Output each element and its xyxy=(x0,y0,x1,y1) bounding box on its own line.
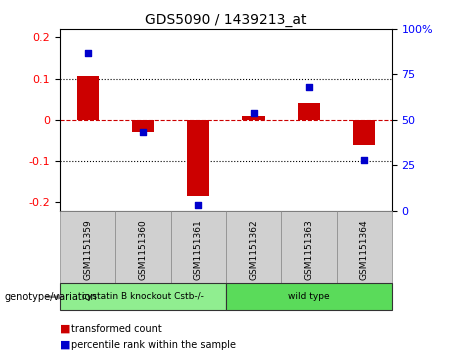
Bar xyxy=(353,120,375,144)
Text: GSM1151361: GSM1151361 xyxy=(194,219,203,280)
Text: ■: ■ xyxy=(60,340,71,350)
Text: GSM1151362: GSM1151362 xyxy=(249,219,258,280)
Text: cystatin B knockout Cstb-/-: cystatin B knockout Cstb-/- xyxy=(82,292,204,301)
Text: GSM1151364: GSM1151364 xyxy=(360,219,369,280)
Point xyxy=(250,110,257,115)
Point xyxy=(361,157,368,163)
Bar xyxy=(242,116,265,120)
Point xyxy=(305,84,313,90)
Text: GSM1151360: GSM1151360 xyxy=(138,219,148,280)
Bar xyxy=(298,103,320,120)
Point xyxy=(84,50,91,56)
Text: GSM1151363: GSM1151363 xyxy=(304,219,313,280)
Text: genotype/variation: genotype/variation xyxy=(5,292,97,302)
Bar xyxy=(77,77,99,120)
Text: ■: ■ xyxy=(60,323,71,334)
Bar xyxy=(187,120,209,196)
Point xyxy=(195,202,202,208)
Point xyxy=(139,130,147,135)
Text: GSM1151359: GSM1151359 xyxy=(83,219,92,280)
Text: wild type: wild type xyxy=(288,292,330,301)
Bar xyxy=(132,120,154,132)
Title: GDS5090 / 1439213_at: GDS5090 / 1439213_at xyxy=(145,13,307,26)
Text: transformed count: transformed count xyxy=(71,323,162,334)
Text: percentile rank within the sample: percentile rank within the sample xyxy=(71,340,236,350)
